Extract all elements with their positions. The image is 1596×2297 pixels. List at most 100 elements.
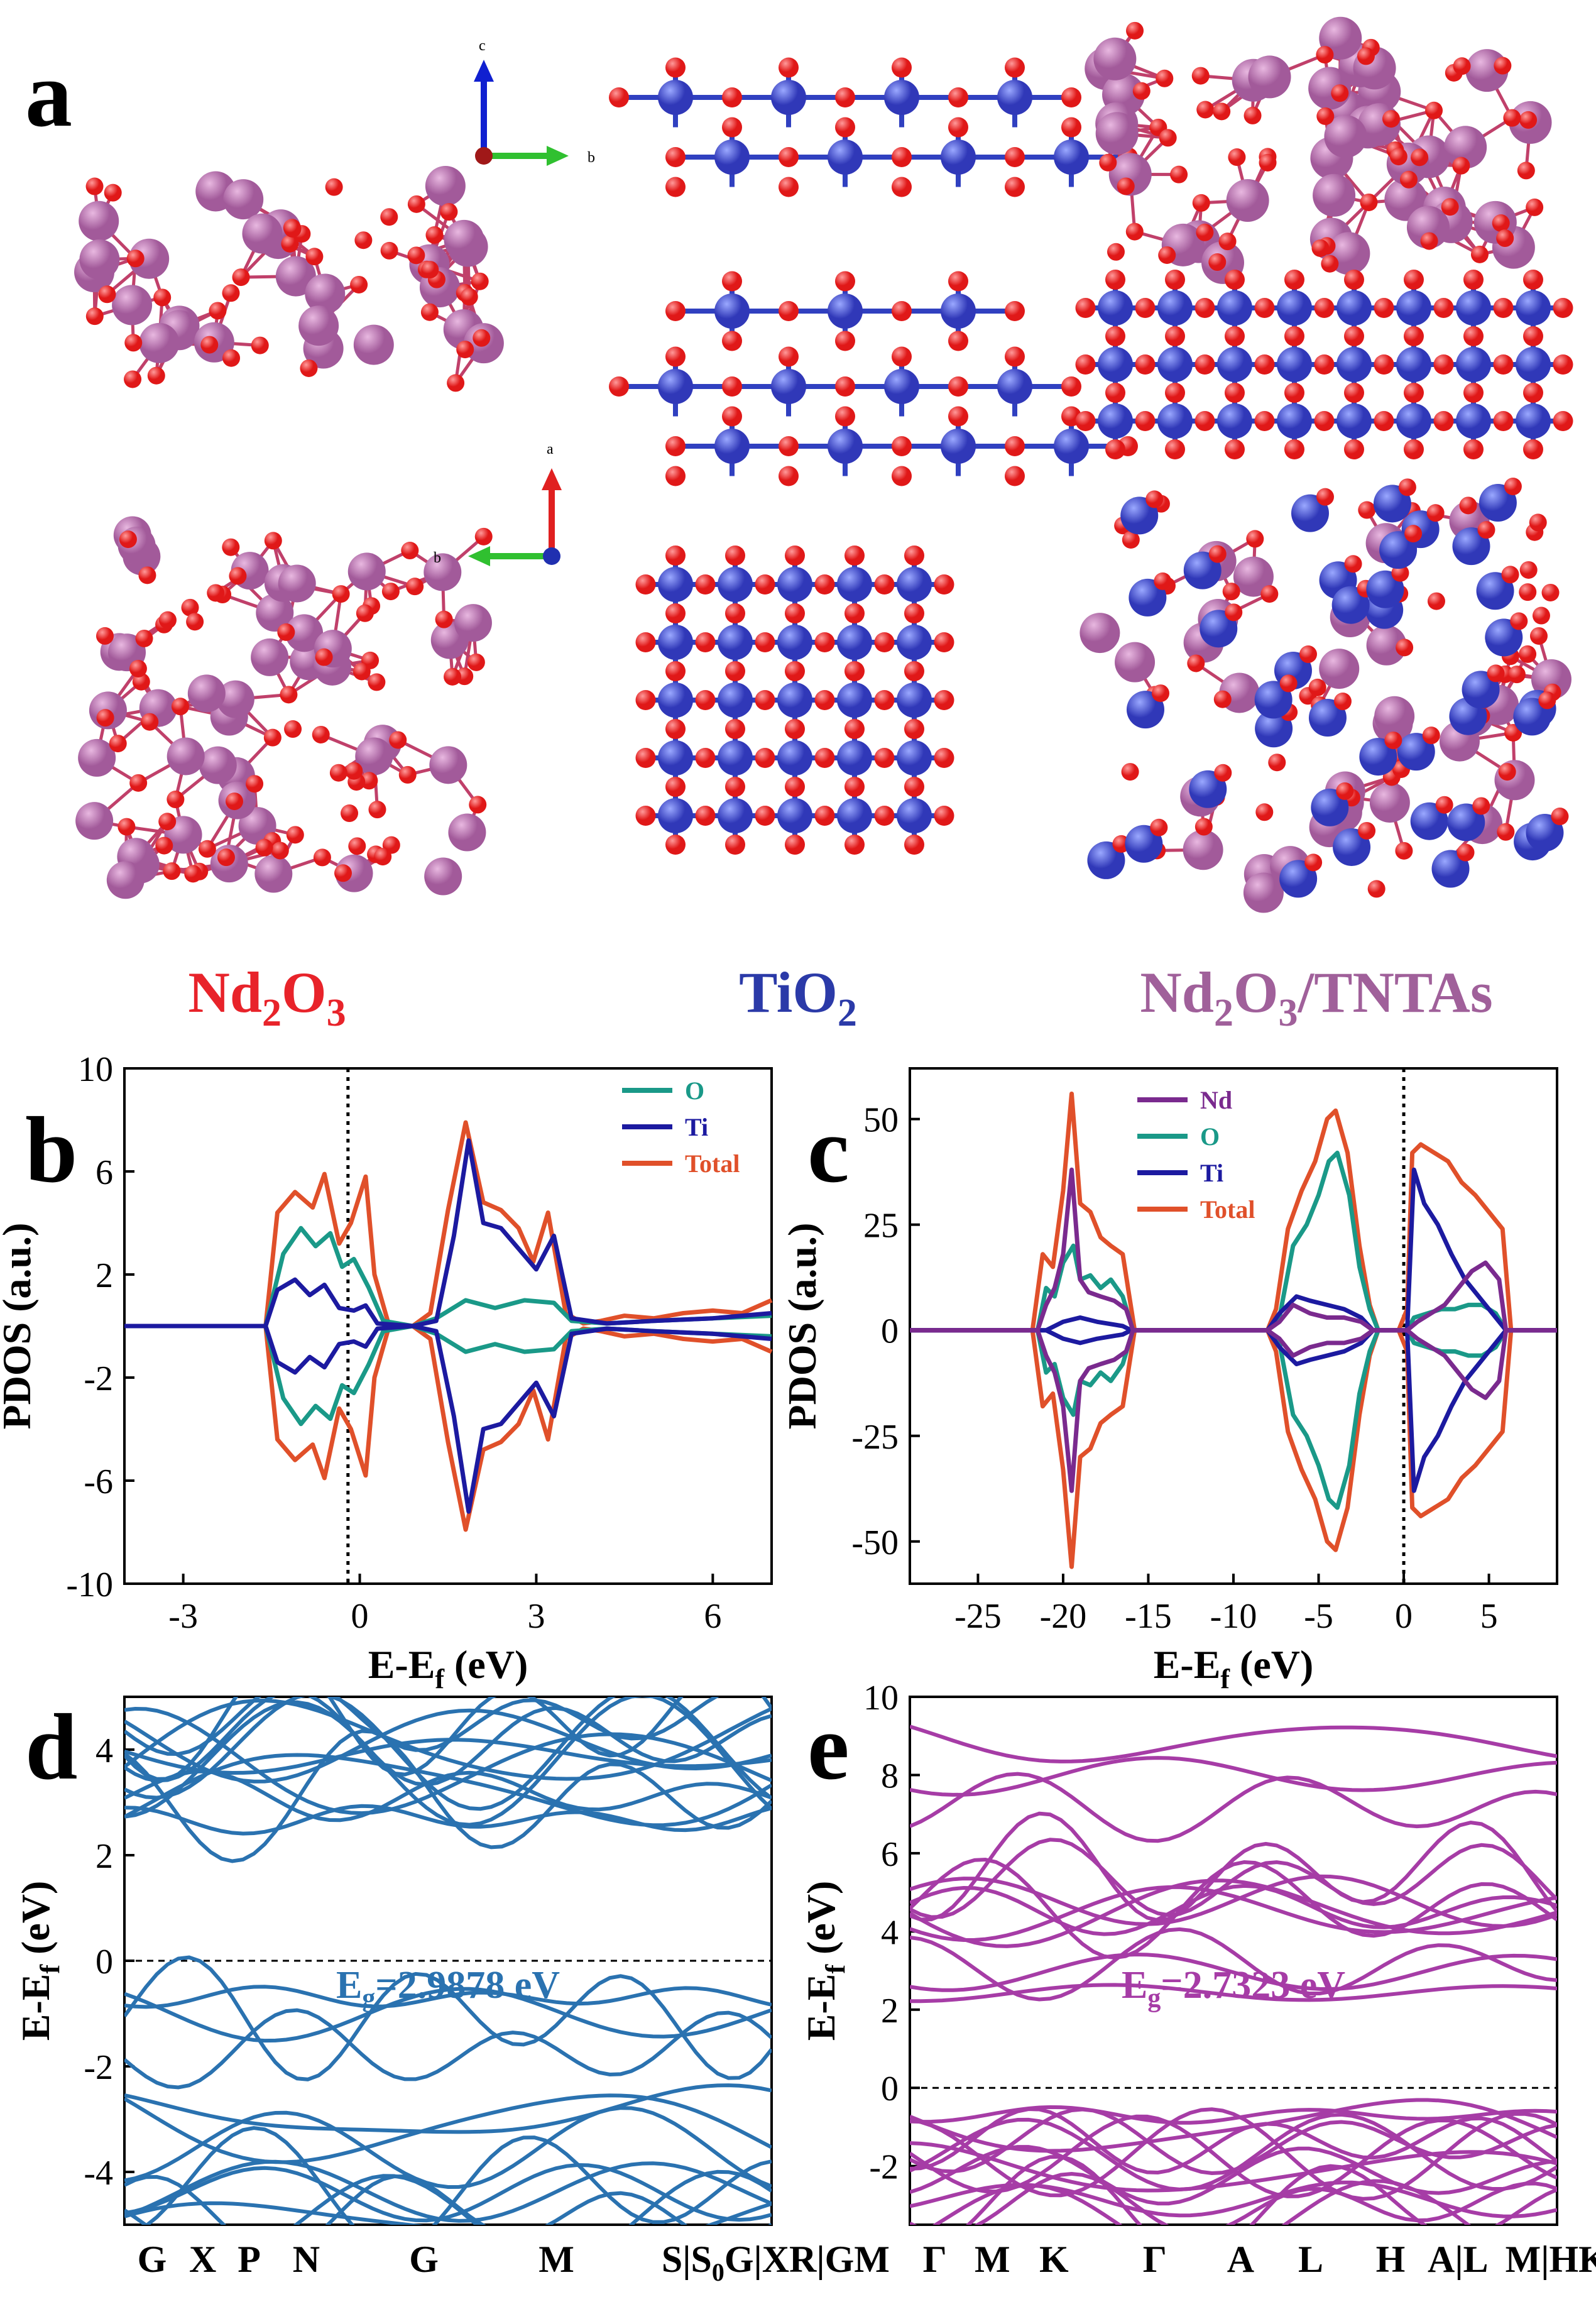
kpoint-text: A [1227, 2239, 1254, 2280]
y-tick-label: -10 [66, 1565, 113, 1604]
y-axis-label: E-Ef (eV) [13, 1881, 65, 2041]
o-atom [167, 791, 185, 809]
y-axis-label-unit: (eV) [13, 1881, 58, 1965]
band-curve [124, 1697, 772, 1787]
o-atom [341, 804, 359, 823]
o-atom [368, 673, 386, 691]
y-axis-label-sub: f [820, 1964, 851, 1974]
nd-atom [199, 746, 237, 784]
nd-atom [79, 239, 120, 280]
kpoint-label: M [538, 2239, 574, 2280]
o-atom [1396, 639, 1414, 657]
o-atom [844, 545, 865, 566]
o-atom [755, 574, 775, 595]
o-atom [1107, 243, 1125, 261]
o-atom [934, 632, 954, 652]
o-atom [948, 117, 968, 138]
o-atom [171, 698, 189, 716]
ti-atom [897, 625, 932, 660]
kpoint-label: N [293, 2239, 320, 2280]
o-atom [135, 629, 153, 647]
o-atom [1158, 246, 1176, 264]
o-atom [934, 690, 954, 710]
o-atom [785, 603, 805, 623]
o-atom [1523, 439, 1543, 459]
band-gap-sub: g [1147, 1984, 1161, 2013]
nd-atom [256, 594, 294, 632]
axis-indicator-top: c b [474, 38, 595, 166]
o-atom [785, 835, 805, 855]
o-atom [124, 370, 142, 388]
o-atom [1208, 253, 1227, 271]
o-atom [722, 376, 742, 397]
nd-atom [75, 802, 114, 840]
y-axis-label: PDOS (a.u.) [780, 1223, 824, 1430]
o-atom [892, 177, 912, 197]
o-atom [948, 331, 968, 351]
o-atom [350, 275, 368, 293]
o-atom [1105, 439, 1125, 459]
ti-atom [1098, 347, 1133, 382]
o-atom [892, 346, 912, 367]
o-atom [456, 341, 474, 359]
o-atom [1321, 255, 1339, 273]
o-atom [725, 719, 745, 739]
ti-atom [1456, 347, 1491, 382]
ti-atom [777, 740, 812, 776]
o-atom [1472, 797, 1490, 815]
o-atom [1132, 82, 1151, 100]
ti-atom [1311, 788, 1349, 826]
o-atom [1333, 693, 1352, 711]
nd-atom [1095, 112, 1139, 155]
o-atom [1494, 57, 1512, 75]
o-atom [345, 762, 363, 780]
kpoint-label: X [189, 2239, 216, 2280]
kpoint-text: A|L [1428, 2239, 1489, 2280]
y-axis-label-main: E-E [13, 1974, 58, 2041]
o-atom [98, 285, 116, 304]
o-atom [609, 87, 629, 107]
band-lines [124, 1697, 772, 2225]
o-atom [814, 806, 835, 826]
ti-atom [897, 683, 932, 718]
o-atom [1344, 439, 1364, 459]
o-atom [904, 719, 924, 739]
o-atom [1243, 106, 1262, 124]
o-atom [1395, 842, 1413, 860]
band-curve [910, 2171, 1557, 2225]
nd-atom [1366, 625, 1407, 666]
plot-frame [909, 1067, 1558, 1585]
o-atom [1121, 763, 1139, 781]
o-atom [785, 719, 805, 739]
kpoint-label: S|S0G|XR|GM [662, 2239, 890, 2286]
o-atom [380, 208, 398, 226]
ti-atom [718, 567, 753, 602]
band-gap-main: E [336, 1964, 362, 2007]
o-atom [779, 57, 799, 78]
x-axis-label-main: E-E [368, 1642, 435, 1687]
ti-atom [718, 798, 753, 833]
nd-atom [353, 324, 394, 365]
o-atom [665, 436, 686, 456]
o-atom [874, 574, 895, 595]
band-curve [124, 1985, 772, 2009]
nd-atom [1531, 659, 1571, 699]
o-atom [755, 632, 775, 652]
o-atom [785, 545, 805, 566]
o-atom [1191, 67, 1210, 85]
ti-atom [1157, 347, 1193, 382]
o-atom [329, 764, 347, 782]
panel-label-a: a [25, 42, 72, 146]
band-lines [910, 1724, 1557, 2225]
nd-atom [1444, 126, 1487, 169]
nd-atom [223, 179, 264, 220]
o-atom [635, 748, 656, 768]
o-atom [1553, 354, 1573, 375]
o-atom [1493, 411, 1514, 431]
o-atom [1284, 439, 1304, 459]
o-atom [1404, 439, 1424, 459]
o-atom [425, 226, 444, 244]
ti-atom [997, 80, 1032, 115]
